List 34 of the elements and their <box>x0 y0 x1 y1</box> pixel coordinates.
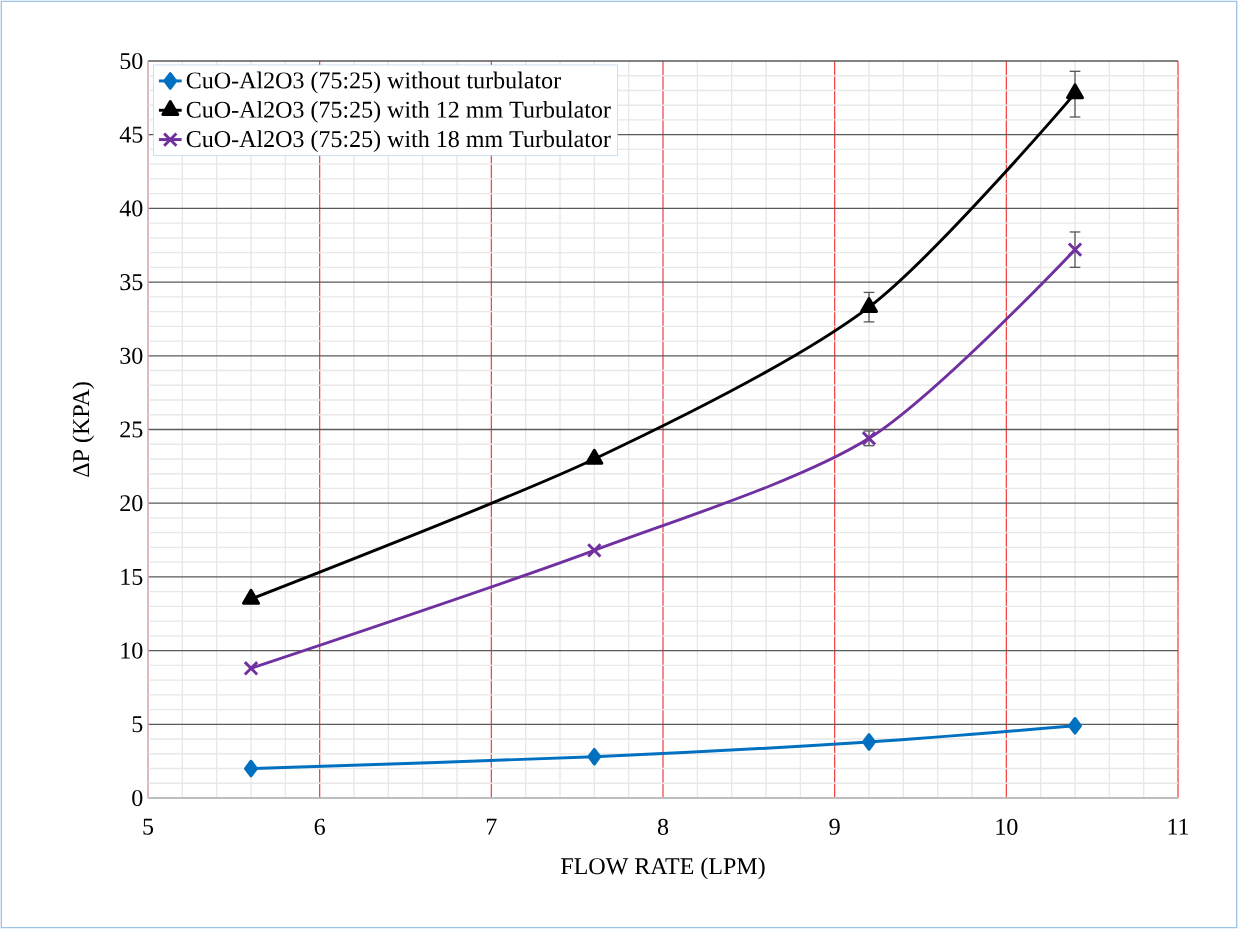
point <box>585 448 604 465</box>
y-tick-label: 0 <box>132 789 143 807</box>
y-tick-label: 30 <box>120 347 143 364</box>
y-axis-title: ΔP (KPA) <box>72 382 95 477</box>
y-tick-label: 20 <box>120 495 143 512</box>
legend-label: CuO-Al2O3 (75:25) with 18 mm Turbulator <box>186 130 611 153</box>
x-tick-label: 7 <box>486 818 497 835</box>
point <box>586 542 602 558</box>
point <box>243 660 259 676</box>
point <box>1067 242 1083 258</box>
legend-label: CuO-Al2O3 (75:25) with 12 mm Turbulator <box>186 100 611 123</box>
x-tick-label: 9 <box>829 818 840 835</box>
y-tick-label: 25 <box>120 421 143 438</box>
y-tick-label: 45 <box>119 126 143 143</box>
y-tick-label: 40 <box>119 200 143 217</box>
y-tick-label: 15 <box>121 568 143 585</box>
point <box>242 588 260 605</box>
x-tick-label: 8 <box>657 818 669 835</box>
point <box>1066 83 1084 100</box>
y-tick-label: 35 <box>120 274 143 291</box>
point <box>860 297 878 313</box>
x-axis-title: FLOW RATE (LPM) <box>561 857 765 880</box>
point <box>1068 716 1082 735</box>
x-tick-label: 10 <box>996 818 1018 835</box>
point <box>587 747 602 766</box>
y-tick-label: 5 <box>132 716 143 733</box>
x-tick-label: 5 <box>143 818 154 835</box>
legend-label: CuO-Al2O3 (75:25) without turbulator <box>186 71 561 94</box>
x-tick-label: 11 <box>1168 818 1189 835</box>
y-tick-label: 10 <box>121 642 143 659</box>
point <box>244 759 258 778</box>
y-tick-label: 50 <box>120 52 143 70</box>
x-tick-label: 6 <box>314 818 325 835</box>
point <box>862 733 876 751</box>
